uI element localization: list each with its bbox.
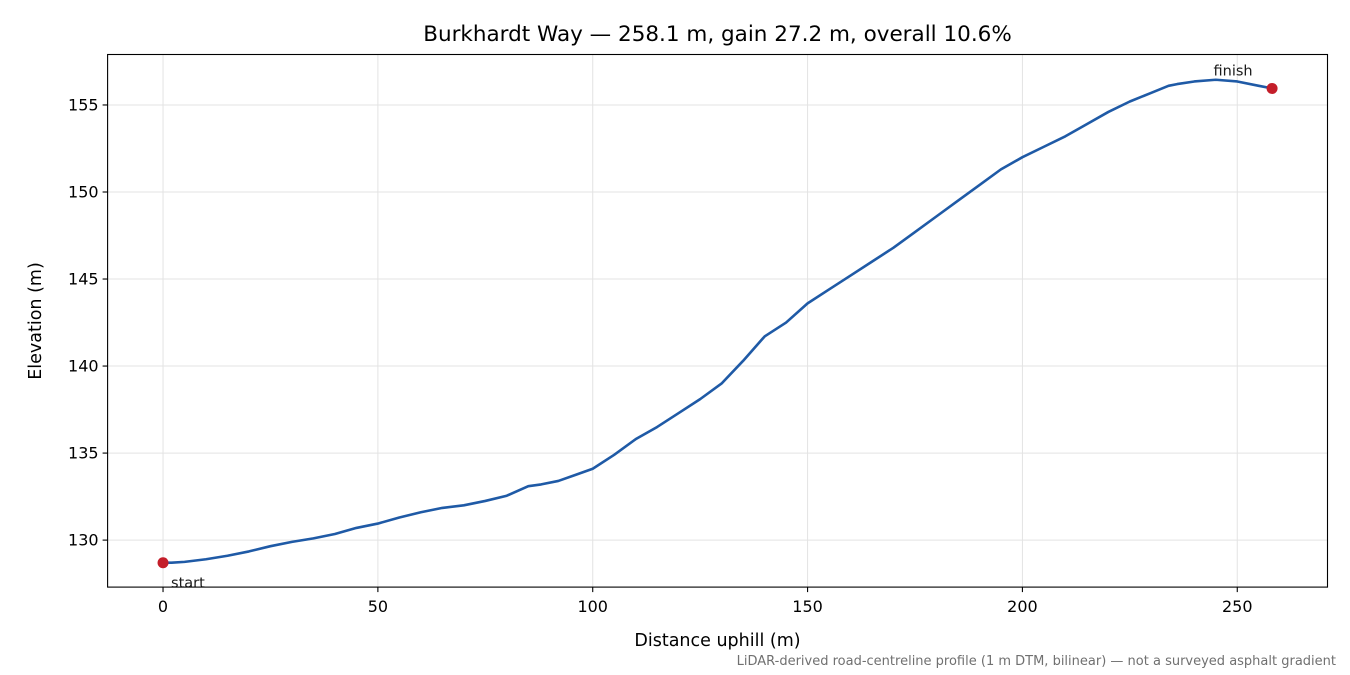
x-axis-label: Distance uphill (m): [634, 631, 800, 651]
x-tick-label: 150: [792, 597, 823, 616]
x-tick-label: 50: [368, 597, 388, 616]
grid-layer: [107, 54, 1328, 588]
plot-frame: [107, 53, 1329, 588]
elevation-profile-line: [161, 78, 1274, 565]
start-marker: [157, 557, 169, 569]
y-axis-label: Elevation (m): [26, 262, 46, 380]
tick-layer: 0 50 100 150 200 250 130 135 140 145 150 155: [68, 95, 1252, 616]
y-tick-label: 150: [68, 183, 99, 202]
x-tick-label: 250: [1222, 597, 1253, 616]
x-tick-label: 200: [1007, 597, 1038, 616]
y-tick-label: 145: [68, 270, 99, 289]
x-tick-label: 100: [577, 597, 608, 616]
chart-title: Burkhardt Way — 258.1 m, gain 27.2 m, ov…: [423, 22, 1012, 47]
y-tick-label: 140: [68, 357, 99, 376]
footnote: LiDAR-derived road-centreline profile (1…: [737, 654, 1336, 669]
line-layer: [161, 78, 1274, 565]
finish-marker: [1266, 82, 1278, 94]
marker-layer: start finish: [157, 63, 1278, 592]
x-tick-label: 0: [158, 597, 168, 616]
finish-label: finish: [1214, 63, 1253, 79]
y-tick-label: 135: [68, 444, 99, 463]
y-tick-label: 130: [68, 531, 99, 550]
y-tick-label: 155: [68, 95, 99, 114]
start-label: start: [171, 576, 205, 592]
